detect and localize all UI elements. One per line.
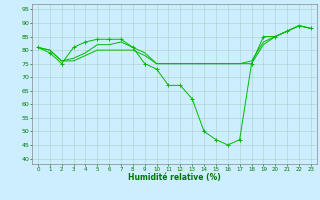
X-axis label: Humidité relative (%): Humidité relative (%)	[128, 173, 221, 182]
